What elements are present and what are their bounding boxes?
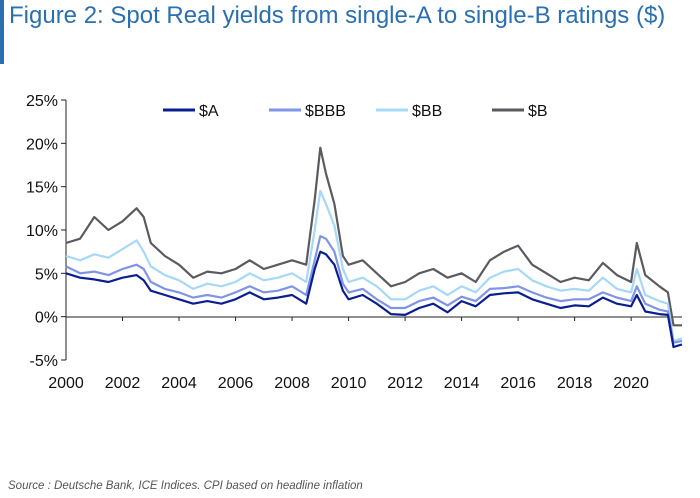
x-tick-label: 2012 <box>387 375 423 392</box>
series-line-B <box>65 146 682 327</box>
title-accent-bar <box>0 0 4 64</box>
legend-label-B: $B <box>528 103 548 120</box>
x-tick-label: 2008 <box>274 375 310 392</box>
series-line-BBB <box>65 235 683 344</box>
y-tick-label: 5% <box>35 266 58 283</box>
chart: -5% 0% 5% 10% 15% 20% 25% 2000 2002 2004 2006 2008 2… <box>26 93 683 392</box>
figure-title: Figure 2: Spot Real yields from single-A… <box>9 2 666 29</box>
legend-label-A: $A <box>199 103 219 120</box>
series-line-BB <box>65 189 683 342</box>
y-tick-label: 10% <box>26 223 58 240</box>
x-tick-label: 2004 <box>161 375 197 392</box>
series-group <box>65 146 683 349</box>
x-tick-label: 2006 <box>218 375 254 392</box>
x-tick-label: 2000 <box>48 375 84 392</box>
legend: $A $BBB $BB $B <box>163 103 548 120</box>
x-tick-label: 2002 <box>105 375 141 392</box>
series-line-A <box>65 250 683 349</box>
source-note: Source : Deutsche Bank, ICE Indices. CPI… <box>8 480 363 492</box>
axes: -5% 0% 5% 10% 15% 20% 25% 2000 2002 2004 2006 2008 2… <box>26 93 682 392</box>
y-tick-label: 0% <box>35 310 58 327</box>
legend-label-BBB: $BBB <box>305 103 346 120</box>
x-tick-label: 2014 <box>444 375 480 392</box>
y-tick-label: 15% <box>26 180 58 197</box>
x-tick-label: 2020 <box>613 375 649 392</box>
legend-label-BB: $BB <box>412 103 442 120</box>
x-tick-label: 2016 <box>500 375 536 392</box>
y-tick-label: 20% <box>26 136 58 153</box>
x-tick-label: 2010 <box>331 375 367 392</box>
x-tick-label: 2018 <box>557 375 593 392</box>
y-tick-label: -5% <box>30 353 58 370</box>
y-tick-label: 25% <box>26 93 58 110</box>
